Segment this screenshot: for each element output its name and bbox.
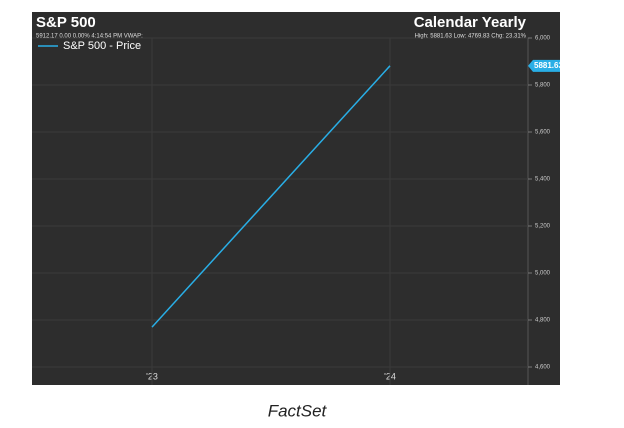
y-tick-label: 5,400	[535, 177, 551, 183]
period-label: Calendar Yearly	[414, 14, 527, 31]
caption: FactSet	[268, 401, 328, 420]
chart-background	[32, 12, 560, 385]
y-tick-label: 5,600	[535, 130, 551, 136]
y-tick-label: 4,600	[535, 365, 551, 371]
legend-label: S&P 500 - Price	[63, 40, 141, 52]
chart-title: S&P 500	[36, 14, 96, 31]
subtitle: 5912.17 0.00 0.00% 4:14:54 PM VWAP:	[36, 34, 143, 40]
y-tick-label: 4,800	[535, 318, 551, 324]
stats: High: 5881.63 Low: 4769.83 Chg: 23.31%	[415, 34, 527, 40]
last-price-label: 5881.63	[534, 61, 563, 70]
price-line	[151, 65, 391, 328]
y-tick-label: 6,000	[535, 36, 551, 42]
last-price-tag	[528, 59, 560, 72]
y-tick-label: 5,800	[535, 83, 551, 89]
y-tick-label: 5,000	[535, 271, 551, 277]
y-tick-label: 5,200	[535, 224, 551, 230]
